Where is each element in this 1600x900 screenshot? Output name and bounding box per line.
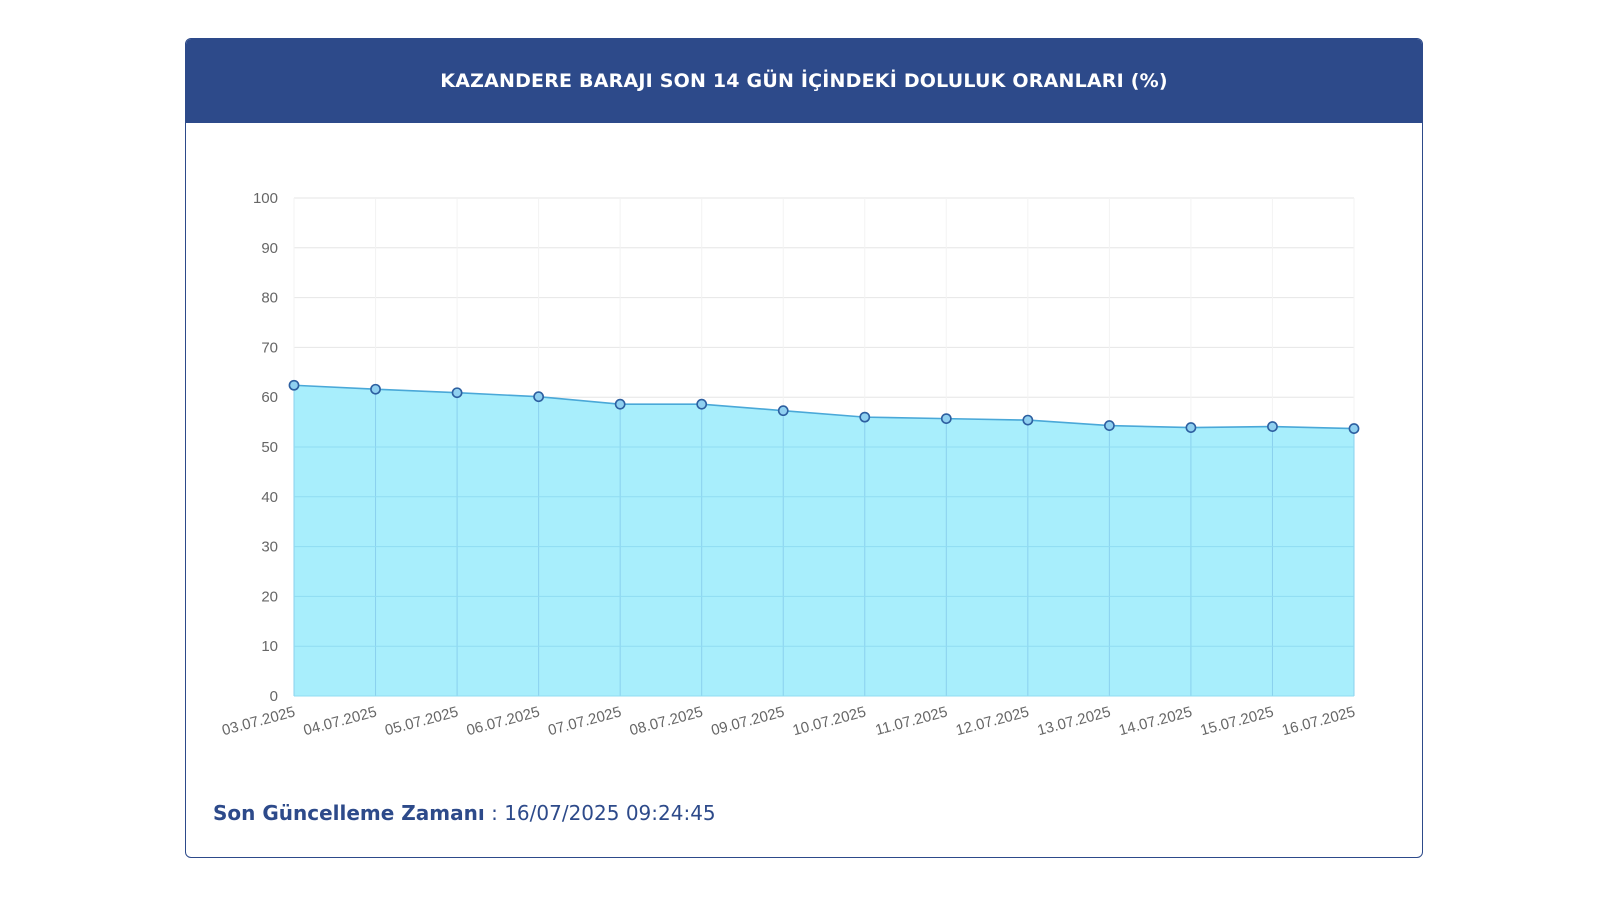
x-tick-label: 09.07.2025 xyxy=(709,703,786,739)
x-tick-label: 12.07.2025 xyxy=(954,703,1031,739)
data-point xyxy=(1022,414,1034,426)
data-point xyxy=(859,411,871,423)
series-line xyxy=(293,384,1355,430)
x-tick-label: 14.07.2025 xyxy=(1117,703,1194,739)
series-line-layer xyxy=(293,384,1355,430)
area-fill-layer xyxy=(294,385,1354,696)
x-tick-label: 16.07.2025 xyxy=(1280,703,1357,739)
data-point xyxy=(533,391,545,403)
y-tick-label: 100 xyxy=(253,190,278,207)
x-tick-label: 11.07.2025 xyxy=(873,703,949,739)
x-tick-label: 08.07.2025 xyxy=(628,703,705,739)
y-tick-label: 40 xyxy=(261,489,278,506)
chart-card: KAZANDERE BARAJI SON 14 GÜN İÇİNDEKİ DOL… xyxy=(185,38,1423,858)
vertical-lines xyxy=(293,385,1355,697)
last-update-value: 16/07/2025 09:24:45 xyxy=(504,801,716,825)
y-tick-label: 50 xyxy=(261,439,278,456)
data-point xyxy=(696,398,708,410)
chart-title: KAZANDERE BARAJI SON 14 GÜN İÇİNDEKİ DOL… xyxy=(440,70,1168,92)
data-point xyxy=(1185,422,1197,433)
last-update-label: Son Güncelleme Zamanı xyxy=(213,801,485,825)
x-tick-label: 07.07.2025 xyxy=(546,703,623,739)
x-tick-label: 10.07.2025 xyxy=(791,703,868,739)
x-tick-label: 15.07.2025 xyxy=(1199,703,1276,739)
x-tick-label: 03.07.2025 xyxy=(220,703,297,739)
data-point xyxy=(614,398,626,410)
x-tick-label: 06.07.2025 xyxy=(465,703,542,739)
y-tick-label: 20 xyxy=(261,588,278,605)
data-point xyxy=(1267,421,1278,432)
data-point xyxy=(451,387,463,399)
card-header: KAZANDERE BARAJI SON 14 GÜN İÇİNDEKİ DOL… xyxy=(186,39,1422,123)
data-point xyxy=(777,405,789,417)
y-tick-label: 60 xyxy=(261,389,278,406)
last-update: Son Güncelleme Zamanı : 16/07/2025 09:24… xyxy=(213,801,716,825)
data-point xyxy=(1103,420,1115,431)
y-tick-label: 10 xyxy=(261,638,278,655)
area-chart: 0 10 20 30 40 50 60 70 80 90 100 03.07.2025 04.07.2… xyxy=(220,190,1360,739)
x-tick-label: 04.07.2025 xyxy=(302,703,379,739)
x-tick-label: 13.07.2025 xyxy=(1036,703,1113,739)
data-point xyxy=(1348,423,1360,434)
data-point xyxy=(288,379,300,391)
data-point xyxy=(940,413,952,425)
x-axis-ticks: 03.07.2025 04.07.2025 05.07.2025 06.07.2025… xyxy=(220,703,1357,739)
y-tick-label: 30 xyxy=(261,539,278,556)
y-axis-ticks: 0 10 20 30 40 50 60 70 80 90 100 xyxy=(253,190,278,705)
data-point xyxy=(370,383,381,395)
y-tick-label: 80 xyxy=(261,290,278,307)
x-tick-label: 05.07.2025 xyxy=(383,703,460,739)
y-tick-label: 90 xyxy=(261,240,278,257)
y-tick-label: 70 xyxy=(261,339,278,356)
chart-area: 0 10 20 30 40 50 60 70 80 90 100 03.07.2025 04.07.2… xyxy=(186,123,1422,763)
series-area xyxy=(294,385,1354,696)
y-tick-label: 0 xyxy=(270,688,278,705)
data-points xyxy=(288,379,1360,434)
last-update-separator: : xyxy=(484,801,505,825)
